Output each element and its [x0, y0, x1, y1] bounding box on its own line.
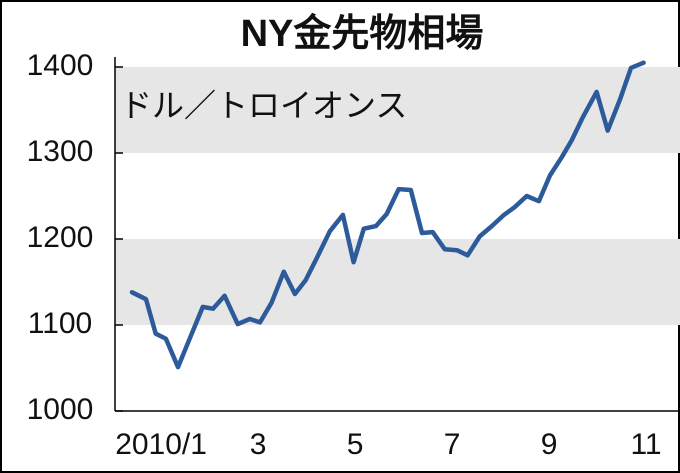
line: [129, 60, 646, 370]
x-tick-label: 5: [347, 428, 364, 461]
band: [115, 239, 680, 325]
y-tick-label: 1100: [28, 307, 93, 340]
y-tick-label: 1200: [27, 221, 94, 254]
x-tick-label: 9: [541, 428, 558, 461]
y-tick-label: 1400: [27, 49, 94, 82]
y-axis-label: ドル／トロイオンス: [120, 87, 407, 123]
x-tick-label: 7: [444, 428, 461, 461]
x-tick-label: 3: [250, 428, 267, 461]
x-tick-label: 11: [630, 428, 661, 461]
y-tick-label: 1000: [27, 393, 94, 426]
x-tick-label: 2010/1: [115, 428, 207, 461]
y-tick-label: 1300: [27, 135, 94, 168]
chart-title: NY金先物相場: [241, 12, 484, 55]
